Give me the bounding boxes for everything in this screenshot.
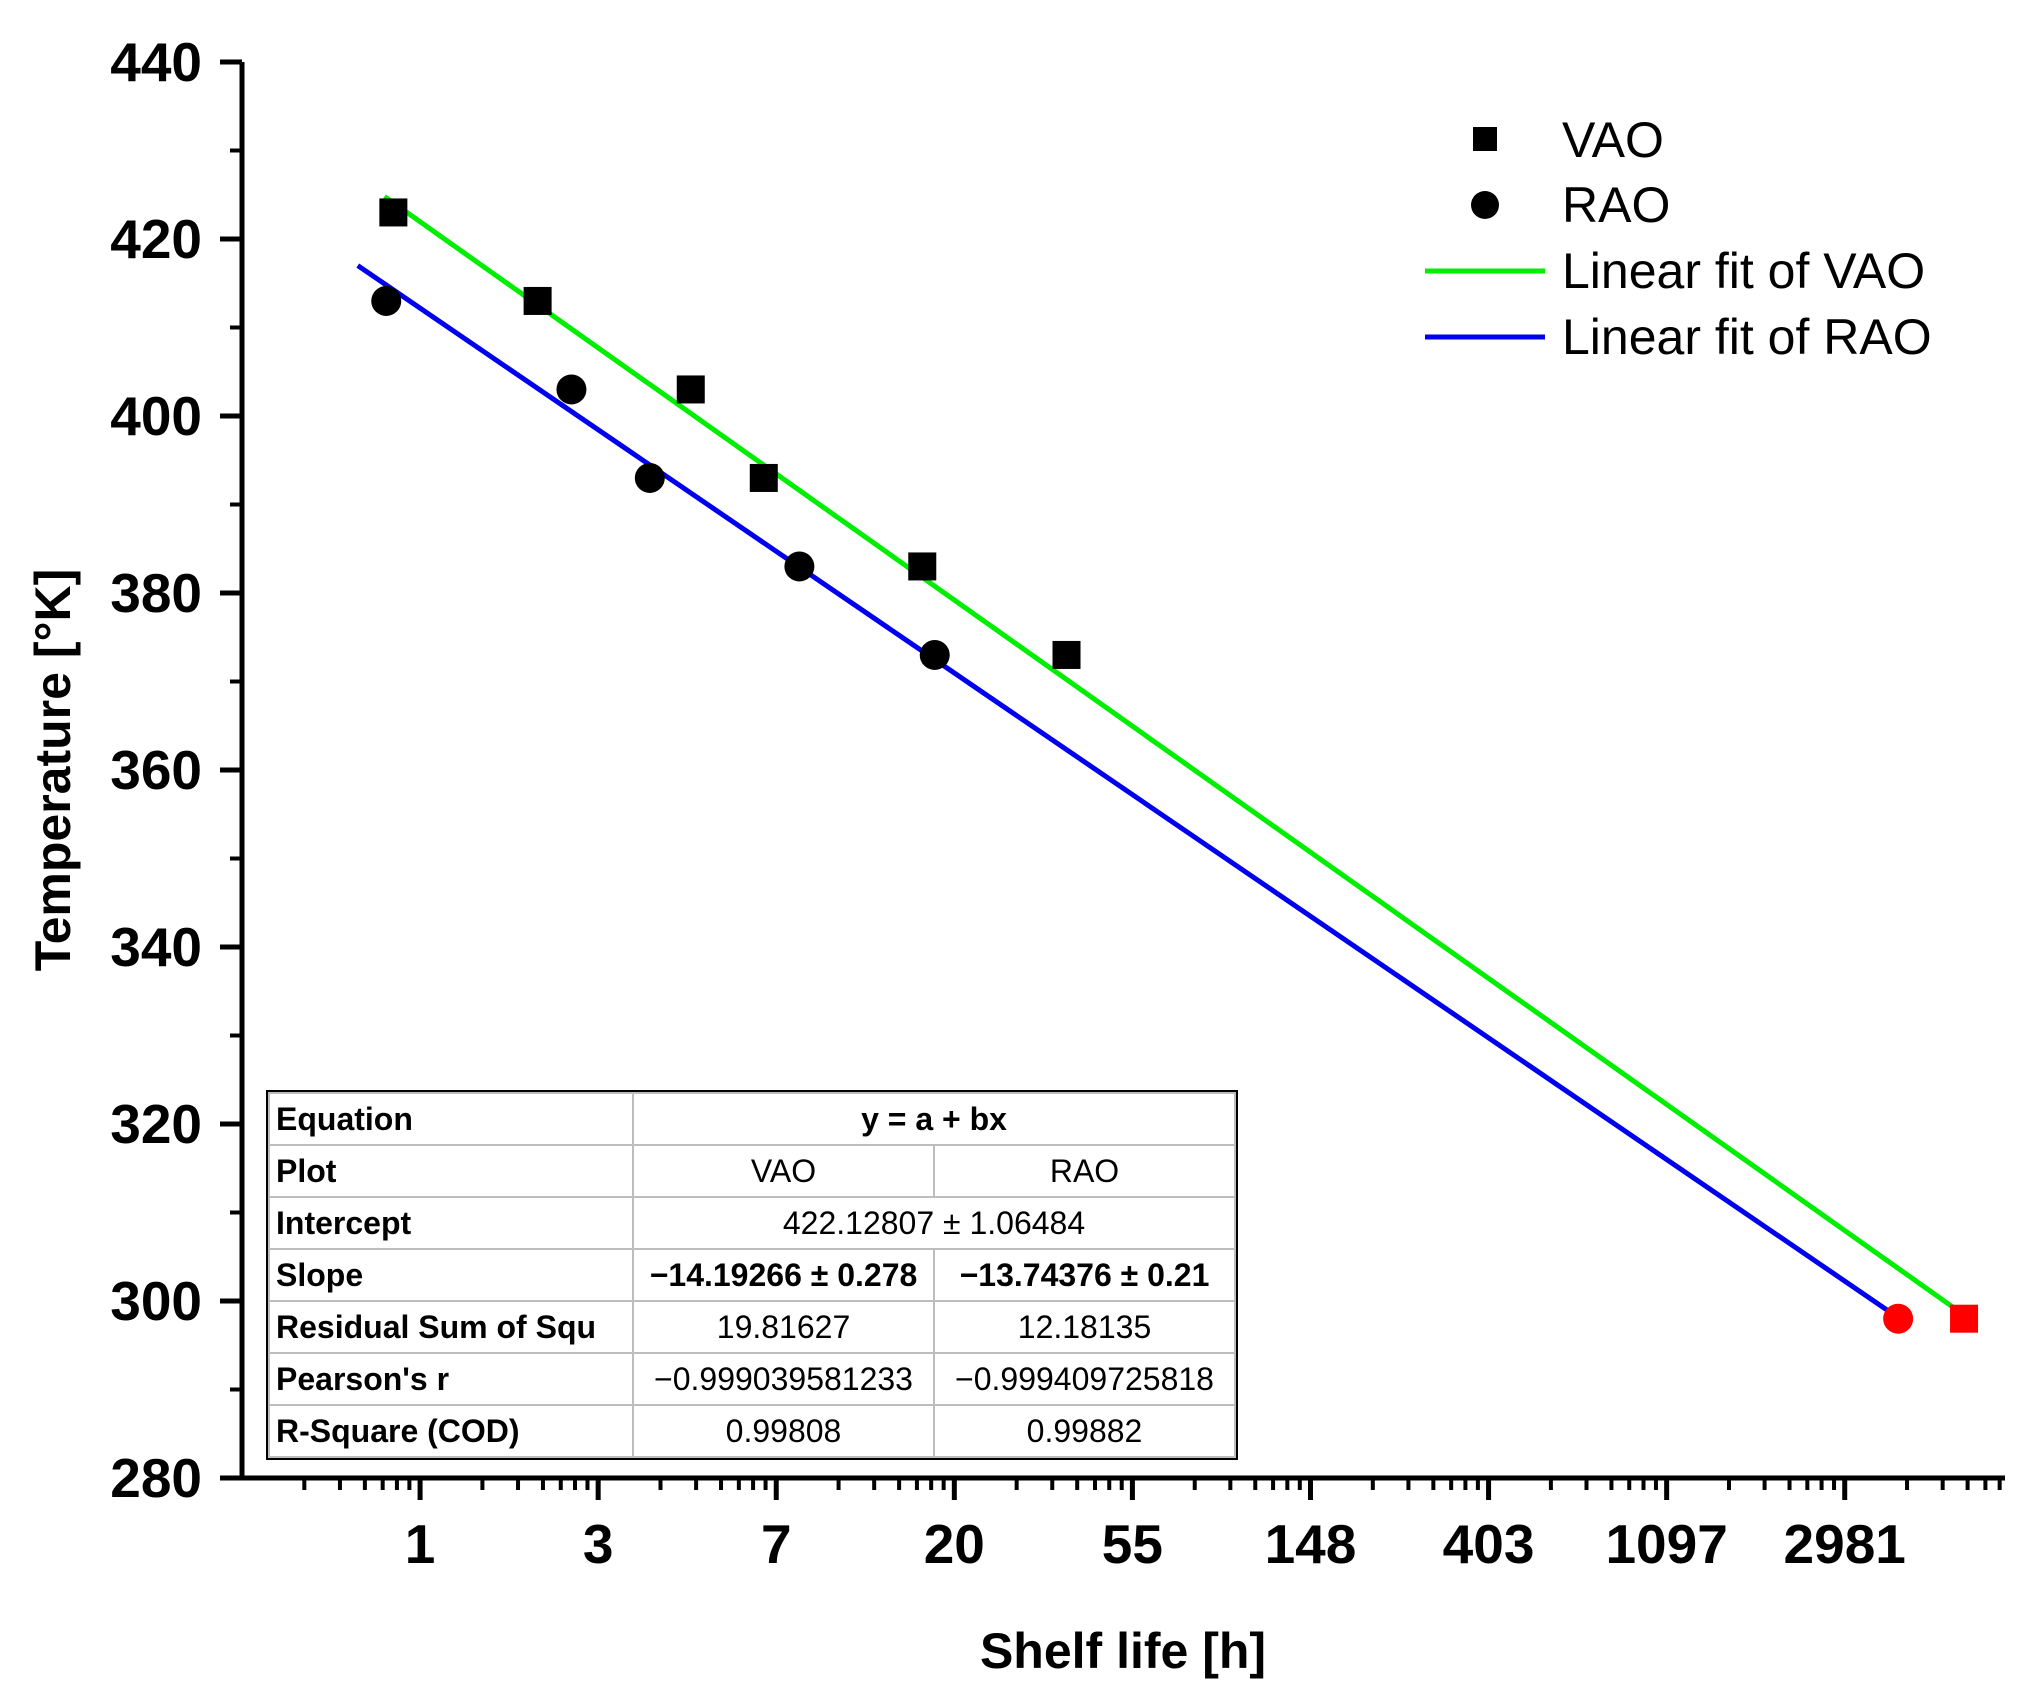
legend-marker-rao bbox=[1471, 191, 1499, 219]
legend: VAO RAO Linear fit of VAO Linear fit of … bbox=[1425, 112, 1932, 365]
data-point-square bbox=[676, 375, 705, 404]
row-label-plot: Plot bbox=[268, 1144, 634, 1198]
row-label-equation: Equation bbox=[268, 1092, 634, 1146]
data-point-circle bbox=[784, 551, 815, 582]
data-point-square bbox=[1950, 1304, 1979, 1333]
y-tick-label: 280 bbox=[110, 1447, 202, 1509]
data-point-circle bbox=[1883, 1303, 1914, 1334]
y-tick-label: 420 bbox=[110, 208, 202, 270]
y-axis-title: Temperature [°K] bbox=[25, 569, 81, 971]
plot-rao: RAO bbox=[933, 1144, 1236, 1198]
table-row: Slope −14.19266 ± 0.278 −13.74376 ± 0.21 bbox=[268, 1248, 1236, 1302]
equation-value: y = a + bx bbox=[632, 1092, 1236, 1146]
data-point-square bbox=[908, 552, 937, 581]
fit-results-table: Equation y = a + bx Plot VAO RAO Interce… bbox=[266, 1090, 1238, 1460]
x-tick-label: 55 bbox=[1102, 1513, 1163, 1575]
x-tick-label: 148 bbox=[1265, 1513, 1357, 1575]
row-label-slope: Slope bbox=[268, 1248, 634, 1302]
x-tick-label: 2981 bbox=[1784, 1513, 1906, 1575]
data-points bbox=[371, 198, 1979, 1334]
rss-vao: 19.81627 bbox=[632, 1300, 935, 1354]
x-tick-label: 3 bbox=[583, 1513, 614, 1575]
intercept-value: 422.12807 ± 1.06484 bbox=[632, 1196, 1236, 1250]
plot-vao: VAO bbox=[632, 1144, 935, 1198]
fit-lines bbox=[356, 194, 1962, 1318]
data-point-square bbox=[379, 198, 408, 227]
data-point-circle bbox=[371, 285, 402, 316]
rsquare-rao: 0.99882 bbox=[933, 1404, 1236, 1458]
data-point-circle bbox=[919, 639, 950, 670]
pearson-rao: −0.999409725818 bbox=[933, 1352, 1236, 1406]
table-row: Intercept 422.12807 ± 1.06484 bbox=[268, 1196, 1236, 1250]
data-point-square bbox=[749, 463, 778, 492]
table-row: Residual Sum of Squ 19.81627 12.18135 bbox=[268, 1300, 1236, 1354]
row-label-rsquare: R-Square (COD) bbox=[268, 1404, 634, 1458]
x-tick-label: 7 bbox=[761, 1513, 792, 1575]
ticks: 280 300 320 340 360 380 400 420 440 1 3 7 20 55 148 403… bbox=[110, 31, 2002, 1575]
slope-rao: −13.74376 ± 0.21 bbox=[933, 1248, 1236, 1302]
y-tick-label: 380 bbox=[110, 562, 202, 624]
legend-label-rao: RAO bbox=[1562, 177, 1670, 233]
table-row: Equation y = a + bx bbox=[268, 1092, 1236, 1146]
x-tick-label: 403 bbox=[1443, 1513, 1535, 1575]
y-tick-label: 440 bbox=[110, 31, 202, 93]
slope-vao: −14.19266 ± 0.278 bbox=[632, 1248, 935, 1302]
y-tick-label: 340 bbox=[110, 916, 202, 978]
legend-label-vao-fit: Linear fit of VAO bbox=[1562, 243, 1925, 299]
rss-rao: 12.18135 bbox=[933, 1300, 1236, 1354]
legend-label-vao: VAO bbox=[1562, 112, 1664, 168]
data-point-square bbox=[1052, 640, 1081, 669]
pearson-vao: −0.999039581233 bbox=[632, 1352, 935, 1406]
y-tick-label: 400 bbox=[110, 385, 202, 447]
y-tick-label: 320 bbox=[110, 1093, 202, 1155]
y-tick-label: 300 bbox=[110, 1270, 202, 1332]
data-point-circle bbox=[556, 374, 587, 405]
x-axis-title: Shelf life [h] bbox=[980, 1623, 1266, 1679]
table-row: R-Square (COD) 0.99808 0.99882 bbox=[268, 1404, 1236, 1458]
data-point-square bbox=[523, 286, 552, 315]
row-label-rss: Residual Sum of Squ bbox=[268, 1300, 634, 1354]
x-tick-label: 1097 bbox=[1605, 1513, 1727, 1575]
y-tick-label: 360 bbox=[110, 739, 202, 801]
row-label-pearson: Pearson's r bbox=[268, 1352, 634, 1406]
data-point-circle bbox=[634, 462, 665, 493]
fit-line-linear-fit-of-rao bbox=[356, 263, 1896, 1318]
table-row: Plot VAO RAO bbox=[268, 1144, 1236, 1198]
legend-label-rao-fit: Linear fit of RAO bbox=[1562, 309, 1932, 365]
rsquare-vao: 0.99808 bbox=[632, 1404, 935, 1458]
legend-marker-vao bbox=[1473, 127, 1497, 151]
x-tick-label: 20 bbox=[924, 1513, 985, 1575]
row-label-intercept: Intercept bbox=[268, 1196, 634, 1250]
fit-line-linear-fit-of-vao bbox=[383, 194, 1962, 1315]
table-row: Pearson's r −0.999039581233 −0.999409725… bbox=[268, 1352, 1236, 1406]
x-tick-label: 1 bbox=[405, 1513, 436, 1575]
